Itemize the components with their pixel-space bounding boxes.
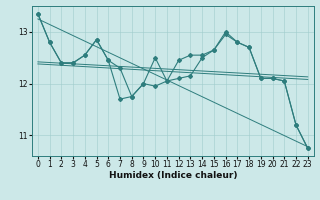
- X-axis label: Humidex (Indice chaleur): Humidex (Indice chaleur): [108, 171, 237, 180]
